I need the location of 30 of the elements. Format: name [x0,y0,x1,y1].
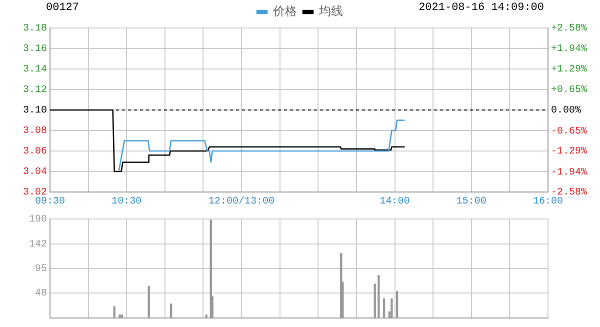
y2-tick-label: -1.29% [551,146,588,158]
y2-tick-label: +0.65% [551,84,588,96]
y-tick-label: 142 [28,240,47,251]
y-tick-label: 3.16 [22,44,47,56]
legend-label: 均线 [318,5,343,20]
x-tick-label: 16:00 [532,196,564,208]
y2-tick-label: +2.58% [551,24,588,35]
y-tick-label: 3.06 [22,146,47,158]
legend-label: 价格 [272,5,297,20]
chart-subtitle: 2021-08-16 14:09:00 [418,2,544,14]
y2-tick-label: +1.29% [551,64,588,76]
x-tick-label: 12:00/13:00 [208,196,275,208]
y-tick-label: 3.14 [22,64,47,76]
y2-tick-label: -1.94% [551,167,588,178]
y-tick-label: 3.18 [22,24,47,35]
x-tick-label: 10:30 [112,196,142,208]
x-tick-label: 15:00 [456,196,486,208]
y-tick-label: 190 [28,214,47,226]
chart-title: 00127 [46,2,80,14]
x-tick-label: 09:30 [34,196,66,208]
y-tick-label: 3.12 [22,85,47,96]
y-tick-label: 48 [34,288,47,300]
y-tick-label: 3.10 [22,106,47,117]
y-tick-label: 3.08 [22,126,47,138]
y-tick-label: 3.04 [22,167,47,178]
y2-tick-label: 0.00% [551,106,582,117]
y-tick-label: 95 [34,264,47,276]
x-tick-label: 14:00 [380,196,410,208]
y2-tick-label: +1.94% [551,44,588,55]
y2-tick-label: -0.65% [551,126,588,138]
